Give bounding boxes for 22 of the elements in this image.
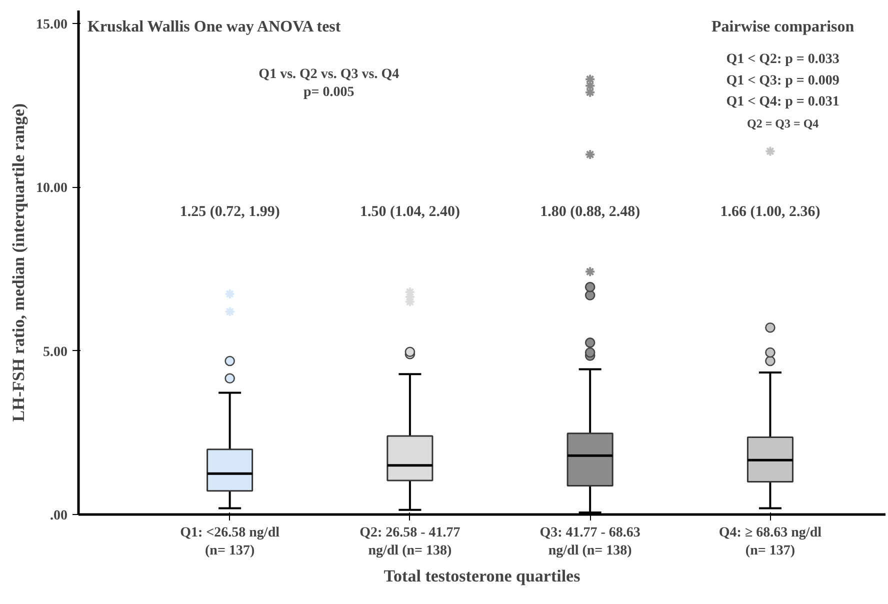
annotation: Q1 < Q4: p = 0.031 <box>726 94 840 110</box>
y-tick-label: .00 <box>50 508 68 524</box>
annotation: Q2 = Q3 = Q4 <box>746 116 819 130</box>
y-tick-label: 15.00 <box>36 18 68 33</box>
annotation: Q1 vs. Q2 vs. Q3 vs. Q4 <box>258 66 400 82</box>
text: 1.66 (1.00, 2.36) <box>720 204 820 220</box>
y-axis-title: LH-FSH ratio, median (interquartile range) <box>9 103 28 422</box>
annotation: Kruskal Wallis One way ANOVA test <box>88 18 342 36</box>
x-tick-label: Q2: 26.58 - 41.77 ng/dl (n= 138) <box>360 526 460 558</box>
x-tick-label: Q1: <26.58 ng/dl (n= 137) <box>180 526 280 558</box>
annotation: Q1 < Q2: p = 0.033 <box>726 52 840 68</box>
text: 1.80 (0.88, 2.48) <box>540 204 640 220</box>
x-axis-title: Total testosterone quartiles <box>384 566 581 586</box>
annotation: Pairwise comparison <box>712 18 854 36</box>
text: 1.25 (0.72, 1.99) <box>180 204 280 220</box>
text: 1.50 (1.04, 2.40) <box>360 204 460 220</box>
y-tick-label: 10.00 <box>36 181 68 196</box>
annotation: p= 0.005 <box>304 84 354 100</box>
annotation: Q1 < Q3: p = 0.009 <box>726 73 840 88</box>
x-tick-label: Q3: 41.77 - 68.63 ng/dl (n= 138) <box>540 526 640 558</box>
x-tick-label: Q4: ≥ 68.63 ng/dl (n= 137) <box>718 526 822 558</box>
y-tick-label: 5.00 <box>43 344 68 360</box>
